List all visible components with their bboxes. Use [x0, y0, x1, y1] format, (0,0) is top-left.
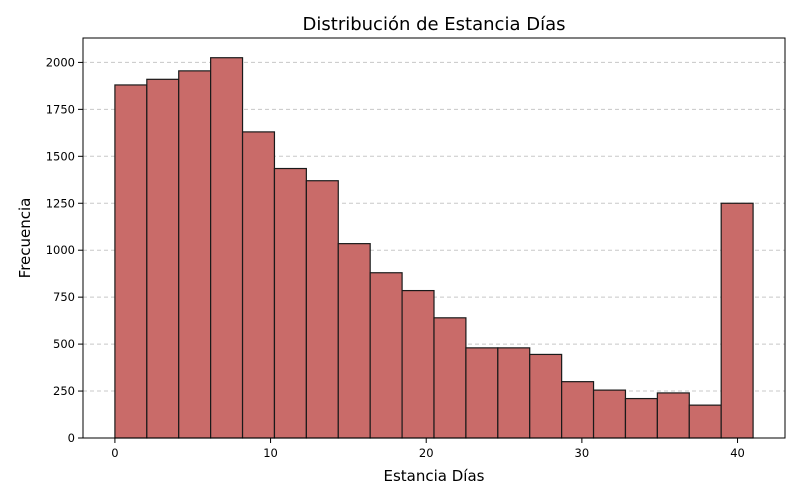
- histogram-bar: [401, 289, 435, 439]
- y-tick-label: 750: [53, 290, 75, 304]
- x-axis: 0 10 20 30 40: [111, 438, 745, 460]
- histogram-bar: [720, 202, 754, 439]
- histogram-bar: [561, 381, 595, 439]
- histogram-bar: [497, 347, 531, 439]
- y-tick-label: 1000: [46, 243, 75, 257]
- histogram-bar: [210, 57, 244, 439]
- histogram-bar: [656, 392, 690, 439]
- histogram-bar: [624, 397, 658, 439]
- histogram-bar: [146, 78, 180, 439]
- histogram-bar: [178, 70, 212, 439]
- histogram-bar: [114, 84, 148, 439]
- histogram-bar: [337, 243, 371, 439]
- histogram-bar: [465, 347, 499, 439]
- y-tick-label: 1500: [46, 149, 75, 163]
- y-tick-label: 2000: [46, 55, 75, 69]
- y-tick-label: 500: [53, 337, 75, 351]
- histogram-bar: [529, 353, 563, 439]
- x-tick-label: 30: [575, 446, 590, 460]
- histogram-bar: [688, 404, 722, 439]
- histogram-bar: [305, 180, 339, 439]
- chart-title: Distribución de Estancia Días: [303, 14, 566, 35]
- y-tick-label: 1750: [46, 102, 75, 116]
- histogram-bar: [273, 167, 307, 439]
- histogram-bar: [433, 317, 467, 439]
- histogram-bar: [241, 131, 276, 439]
- x-axis-label: Estancia Días: [384, 467, 485, 485]
- y-tick-label: 1250: [46, 196, 75, 210]
- x-tick-label: 20: [419, 446, 434, 460]
- x-tick-label: 10: [263, 446, 278, 460]
- y-tick-label: 250: [53, 384, 75, 398]
- y-axis: 0 250 500 750 1000 1250 1500 1750 2000: [46, 55, 83, 445]
- x-tick-label: 40: [730, 446, 745, 460]
- histogram-bar: [592, 389, 627, 439]
- x-tick-label: 0: [111, 446, 118, 460]
- bars: [114, 57, 754, 439]
- plot-frame: [82, 37, 786, 439]
- y-tick-label: 0: [68, 431, 75, 445]
- y-axis-label: Frecuencia: [16, 198, 34, 279]
- histogram-bar: [369, 272, 403, 439]
